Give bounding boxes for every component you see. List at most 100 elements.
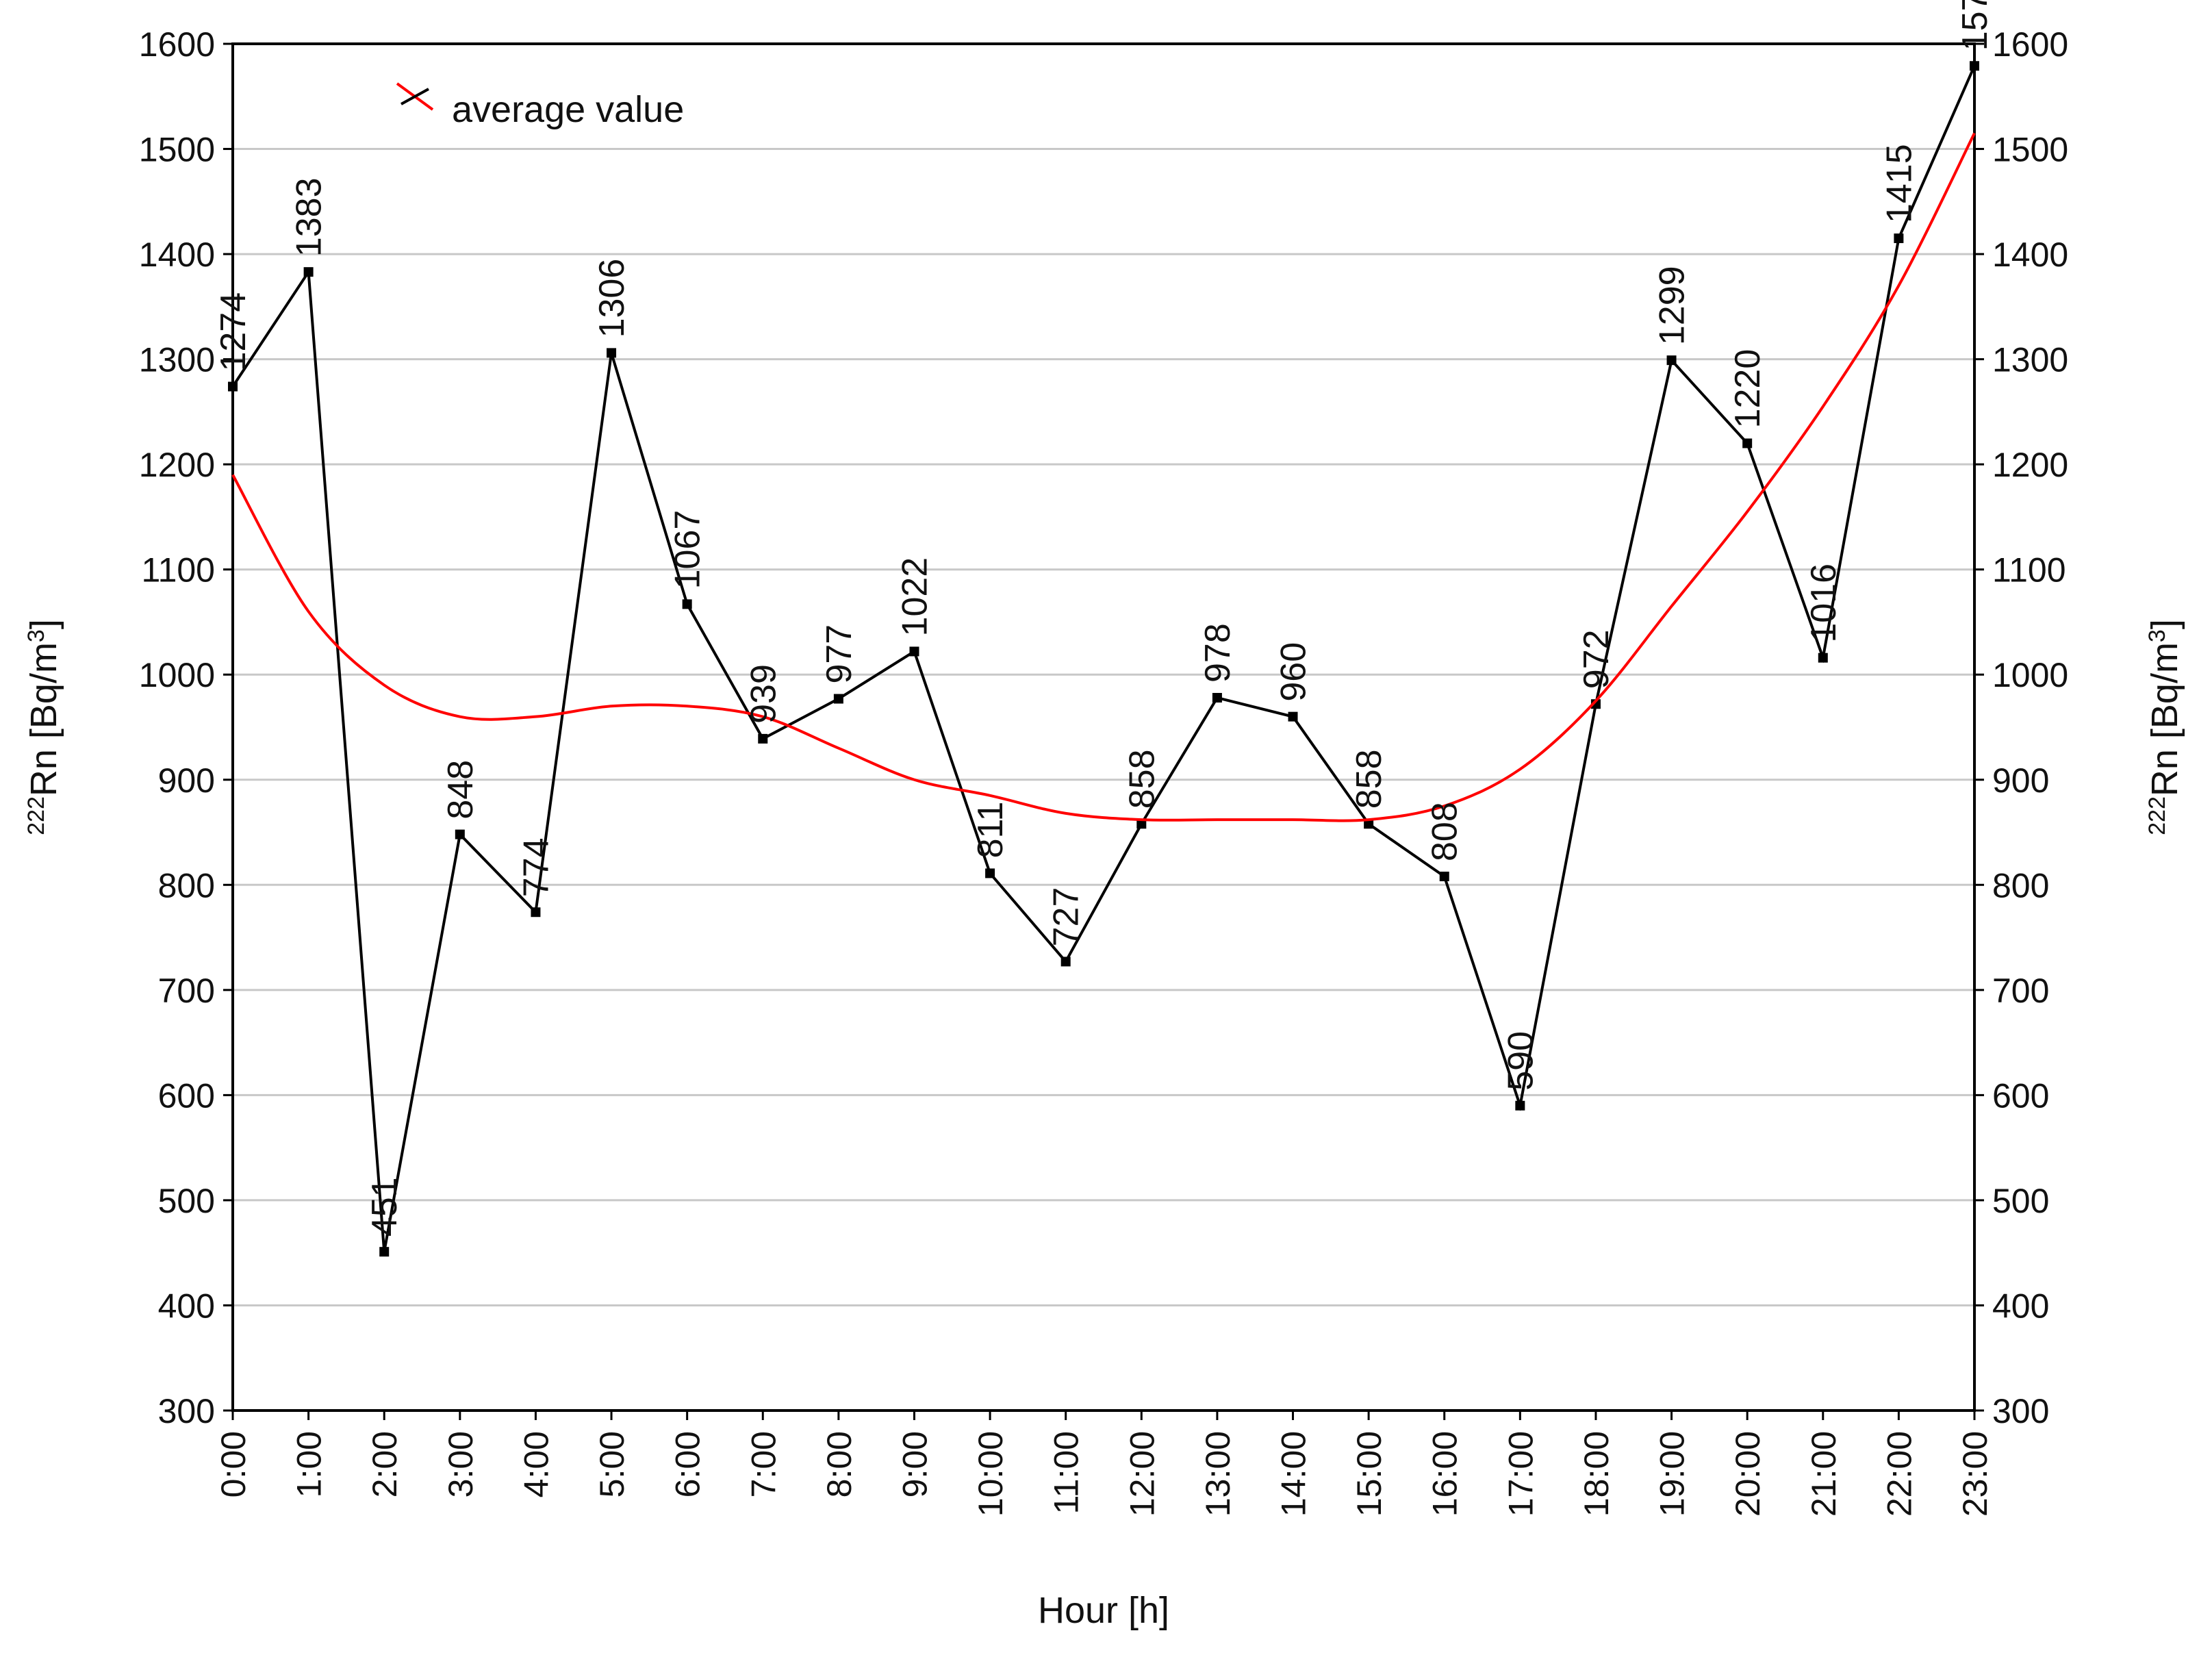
y-tick-label-left: 600 [158,1076,215,1115]
y-label-left-sup1: 222 [23,796,49,835]
data-label: 590 [1501,1031,1540,1091]
data-label: 1274 [214,292,253,372]
y-axis-label-left: 222Rn [Bq/m3] [23,619,64,835]
y-tick-label-left: 1100 [141,551,215,590]
data-label: 774 [516,837,556,897]
x-tick-label: 8:00 [820,1431,859,1497]
data-label: 1220 [1728,349,1768,429]
x-tick-label: 13:00 [1199,1431,1237,1517]
y-tick-label-left: 500 [158,1182,215,1220]
x-tick-label: 5:00 [593,1431,631,1497]
y-tick-label-right: 1100 [1992,551,2066,590]
data-label: 1016 [1804,564,1844,643]
data-point [531,907,541,918]
data-label: 1022 [895,557,935,637]
x-tick-label: 10:00 [971,1431,1010,1517]
data-label: 1579 [1955,0,1995,51]
y-tick-label-right: 1400 [1992,236,2068,274]
x-tick-label: 15:00 [1350,1431,1388,1517]
data-point [1364,819,1374,829]
data-label: 978 [1198,623,1238,683]
y-label-right-mid: Rn [Bq/m [2144,642,2185,796]
y-axis-right: 1600 1500 1400 1300 1200 1100 1000 900 800 700 600… [1974,25,2068,1430]
data-point [1439,872,1449,882]
y-tick-label-left: 900 [158,761,215,800]
data-label: 727 [1047,887,1086,947]
x-tick-label: 2:00 [366,1431,404,1497]
svg-text:222Rn [Bq/m3]: 222Rn [Bq/m3] [2144,619,2185,835]
x-tick-label: 11:00 [1047,1431,1086,1514]
x-tick-label: 23:00 [1956,1431,1994,1517]
data-point [1970,61,1979,71]
x-tick-label: 0:00 [214,1431,253,1497]
data-point [228,381,238,392]
y-tick-label-left: 300 [158,1392,215,1430]
data-point [607,348,617,358]
data-point [1212,693,1222,703]
x-tick-label: 17:00 [1501,1431,1540,1517]
y-tick-label-left: 1000 [139,656,215,694]
x-tick-label: 19:00 [1653,1431,1692,1517]
data-point [682,599,692,609]
legend-label: average value [452,89,684,130]
y-tick-label-right: 400 [1992,1287,2049,1325]
y-tick-label-left: 400 [158,1287,215,1325]
data-label: 960 [1274,642,1314,702]
y-label-right-sup2: 3 [2144,629,2170,642]
data-point [455,829,465,839]
x-tick-label: 4:00 [517,1431,555,1497]
y-label-left-mid: Rn [Bq/m [23,642,64,796]
data-point [758,733,768,744]
data-label: 858 [1122,749,1162,809]
data-point [1060,957,1071,967]
data-point [1894,233,1904,244]
data-point [379,1247,390,1257]
y-tick-label-right: 1500 [1992,131,2068,169]
y-tick-label-right: 300 [1992,1392,2049,1430]
x-tick-label: 6:00 [669,1431,707,1497]
x-axis-label: Hour [h] [1038,1590,1169,1631]
data-point [985,868,995,878]
data-point [303,267,314,277]
data-point [909,646,919,657]
y-tick-label-right: 1200 [1992,446,2068,484]
data-label: 1415 [1879,144,1919,223]
legend: average value [396,82,684,130]
x-tick-label: 22:00 [1880,1431,1918,1517]
data-label: 972 [1577,629,1616,689]
data-label: 1067 [668,510,708,590]
x-tick-label: 20:00 [1729,1431,1767,1517]
x-tick-label: 18:00 [1577,1431,1616,1517]
series [228,61,1979,1257]
data-point [1742,438,1753,448]
y-tick-label-left: 1600 [139,25,215,64]
data-label: 1299 [1653,266,1692,345]
y-tick-label-right: 700 [1992,972,2049,1010]
data-label: 1383 [290,177,329,257]
data-labels: 1274 1383 451 848 774 1306 1067 939 977 1022 811 72… [214,0,1995,1237]
data-label: 808 [1425,802,1465,861]
series-measured-line [231,65,1976,1252]
y-tick-label-left: 1400 [139,236,215,274]
y-label-right-sup1: 222 [2144,796,2170,835]
data-point [1818,653,1828,663]
y-tick-label-right: 1600 [1992,25,2068,64]
data-label: 811 [971,802,1010,859]
x-tick-label: 1:00 [290,1431,329,1497]
y-tick-label-left: 1300 [139,341,215,379]
data-point [1666,355,1677,366]
data-label: 858 [1349,749,1389,809]
gridlines [233,148,1974,1306]
data-point [1515,1100,1525,1111]
data-point [833,694,843,704]
data-label: 451 [365,1177,405,1237]
data-label: 939 [743,664,783,724]
y-label-right-end: ] [2144,619,2185,629]
y-label-left-end: ] [23,619,64,629]
y-label-left-sup2: 3 [23,629,49,642]
x-tick-label: 3:00 [442,1431,480,1497]
data-label: 977 [819,624,859,684]
data-point [1288,711,1298,722]
x-tick-label: 12:00 [1123,1431,1161,1517]
